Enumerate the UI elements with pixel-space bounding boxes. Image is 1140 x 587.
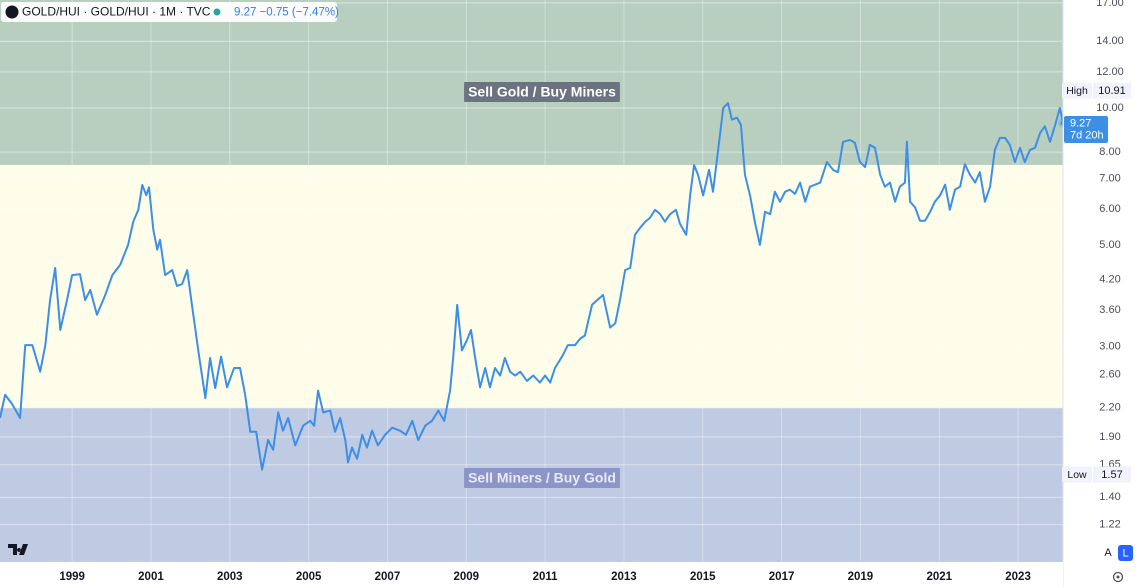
log-button-label[interactable]: L <box>1122 547 1128 559</box>
auto-button[interactable]: A <box>1104 547 1112 559</box>
y-tick-label: 2.20 <box>1099 402 1120 414</box>
settings-dot <box>1116 575 1120 579</box>
y-tick-label: 5.00 <box>1099 239 1120 251</box>
x-tick-label: 2001 <box>138 571 164 583</box>
x-tick-label: 2021 <box>926 571 952 583</box>
price-line <box>0 102 1064 471</box>
high-value-bg <box>1093 82 1131 99</box>
high-tag-bg <box>1062 82 1092 99</box>
x-tick-label: 2011 <box>533 571 559 583</box>
y-tick-label: 7.00 <box>1099 173 1120 185</box>
x-tick-label: 2013 <box>611 571 637 583</box>
y-tick-label: 10.00 <box>1096 102 1124 114</box>
time-axis <box>0 562 1063 587</box>
y-tick-label: 8.00 <box>1099 146 1120 158</box>
x-tick-label: 2005 <box>296 571 322 583</box>
countdown-label: 7d 20h <box>1070 129 1104 141</box>
header-values: 9.27 −0.75 (−7.47%) <box>234 7 339 19</box>
x-tick-label: 2023 <box>1005 571 1031 583</box>
x-tick-label: 2009 <box>453 571 479 583</box>
axes: 1.221.401.651.902.202.603.003.604.205.00… <box>59 0 1131 583</box>
symbol-title[interactable]: GOLD/HUI · GOLD/HUI · 1M · TVC <box>22 5 211 19</box>
x-tick-label: 2017 <box>769 571 795 583</box>
y-tick-label: 4.20 <box>1099 274 1120 286</box>
low-tag-bg <box>1062 466 1092 483</box>
logo-shape <box>8 544 28 555</box>
x-tick-label: 1999 <box>59 571 85 583</box>
tv-logo <box>8 544 28 555</box>
last-price-label: 9.27 <box>1070 117 1091 129</box>
plot: Sell Gold / Buy Miners Sell Miners / Buy … <box>0 82 1068 488</box>
high-tag: High <box>1066 85 1088 97</box>
status-dot <box>213 8 221 16</box>
zone-label: Sell Gold / Buy Miners <box>468 84 616 100</box>
low-value: 1.57 <box>1101 469 1122 481</box>
y-tick-label: 3.60 <box>1099 304 1120 316</box>
y-tick-label: 17.00 <box>1096 0 1124 9</box>
symbol-icon <box>5 5 19 19</box>
header-change: −0.75 <box>260 7 289 19</box>
y-tick-label: 6.00 <box>1099 203 1120 215</box>
y-tick-label: 3.00 <box>1099 340 1120 352</box>
header-box <box>1 2 337 22</box>
grid <box>0 2 1063 526</box>
y-tick-label: 14.00 <box>1096 35 1124 47</box>
header-change-pct: (−7.47%) <box>292 7 339 19</box>
last-price-label-bg <box>1064 115 1108 143</box>
zone-label: Sell Miners / Buy Gold <box>468 470 616 486</box>
y-tick-label: 1.90 <box>1099 431 1120 443</box>
y-tick-label: 1.40 <box>1099 491 1120 503</box>
low-value-bg <box>1093 466 1131 483</box>
y-tick-label: 12.00 <box>1096 66 1124 78</box>
low-tag: Low <box>1067 469 1087 481</box>
x-tick-label: 2003 <box>217 571 243 583</box>
high-value: 10.91 <box>1098 85 1126 97</box>
x-tick-label: 2007 <box>375 571 401 583</box>
x-tick-label: 2019 <box>848 571 874 583</box>
y-tick-label: 1.22 <box>1099 518 1120 530</box>
log-button[interactable] <box>1118 545 1133 561</box>
scale-buttons: A L <box>1104 545 1133 583</box>
y-tick-label: 2.60 <box>1099 369 1120 381</box>
zone-label-bg <box>464 82 620 102</box>
header-last: 9.27 <box>234 7 256 19</box>
settings-button[interactable] <box>1112 571 1124 583</box>
zone-label-bg <box>464 468 620 488</box>
x-tick-label: 2015 <box>690 571 716 583</box>
legend-header: GOLD/HUI · GOLD/HUI · 1M · TVC 9.27 −0.7… <box>1 2 339 22</box>
